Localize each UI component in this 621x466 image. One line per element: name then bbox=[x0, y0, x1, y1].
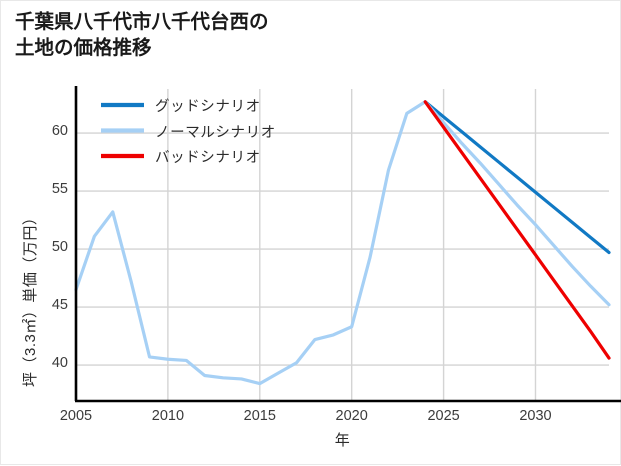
page-title: 千葉県八千代市八千代台西の 土地の価格推移 bbox=[15, 11, 269, 59]
y-tick-label: 55 bbox=[51, 181, 68, 198]
x-tick-label: 2020 bbox=[335, 408, 368, 424]
y-tick-label: 40 bbox=[51, 355, 68, 372]
legend-item-normal: ノーマルシナリオ bbox=[155, 124, 276, 141]
x-tick-label: 2030 bbox=[519, 408, 552, 424]
y-axis-title: 坪（3.3㎡）単価（万円） bbox=[22, 209, 39, 387]
x-tick-label: 2015 bbox=[243, 408, 276, 424]
y-tick-label: 50 bbox=[51, 239, 68, 256]
y-tick-label: 45 bbox=[51, 297, 68, 314]
axis-spines bbox=[74, 86, 621, 403]
y-tick-label: 60 bbox=[51, 123, 68, 140]
legend-item-good: グッドシナリオ bbox=[155, 99, 261, 115]
legend-item-bad: バッドシナリオ bbox=[155, 150, 261, 166]
series-lines bbox=[74, 100, 611, 386]
x-tick-label: 2010 bbox=[151, 408, 185, 424]
x-axis-title: 年 bbox=[334, 432, 351, 449]
x-tick-label: 2005 bbox=[59, 408, 93, 424]
x-tick-label: 2025 bbox=[427, 408, 460, 424]
gridlines bbox=[75, 89, 609, 401]
legend-swatches bbox=[101, 102, 144, 159]
